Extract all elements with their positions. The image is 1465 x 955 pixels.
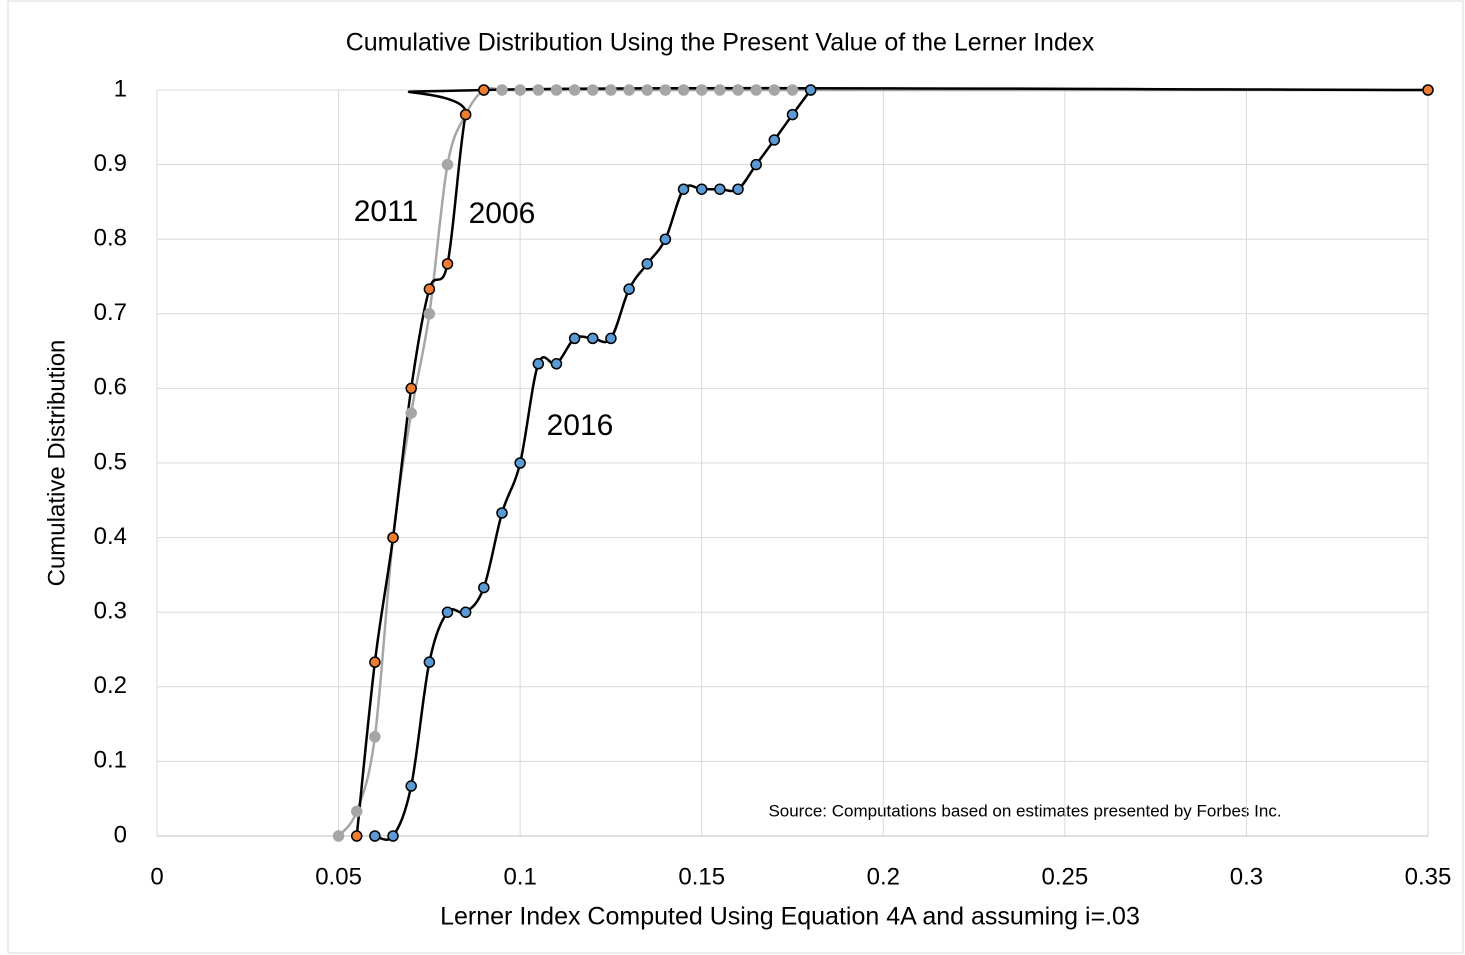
data-point — [714, 84, 726, 96]
data-point — [659, 233, 672, 245]
data-point — [568, 332, 581, 345]
data-point — [405, 407, 417, 419]
y-tick-label: 0.2 — [94, 672, 127, 699]
data-point — [369, 830, 381, 842]
data-point — [605, 332, 617, 345]
series-label: 2011 — [354, 195, 419, 228]
data-point — [550, 358, 563, 370]
data-point — [786, 108, 799, 121]
data-point — [732, 183, 744, 195]
x-tick-label: 0.05 — [315, 863, 362, 890]
series-label: 2006 — [469, 197, 536, 230]
data-point — [423, 308, 436, 320]
data-point — [423, 656, 436, 668]
y-tick-label: 0.5 — [94, 448, 127, 475]
data-point — [369, 731, 381, 743]
x-tick-label: 0.1 — [503, 863, 536, 890]
data-point — [405, 780, 417, 792]
data-point — [369, 656, 381, 668]
data-point — [768, 134, 781, 146]
data-point — [587, 332, 599, 345]
y-tick-label: 0 — [114, 821, 127, 848]
data-point — [441, 258, 454, 270]
data-point — [714, 183, 726, 195]
data-point — [568, 84, 581, 96]
y-tick-label: 0.9 — [94, 150, 127, 177]
data-point — [514, 457, 526, 469]
data-point — [695, 84, 708, 96]
data-point — [350, 805, 363, 818]
x-tick-label: 0.2 — [867, 863, 900, 890]
data-point — [459, 108, 472, 121]
x-tick-label: 0.15 — [678, 863, 725, 890]
data-point — [732, 84, 744, 96]
data-point — [750, 84, 762, 96]
data-point — [459, 606, 472, 618]
data-point — [587, 84, 599, 96]
data-point — [405, 382, 417, 395]
y-axis-label: Cumulative Distribution — [43, 340, 70, 587]
y-tick-label: 0.1 — [94, 747, 127, 774]
y-tick-label: 0.7 — [94, 299, 127, 326]
data-point — [532, 358, 545, 370]
data-point — [768, 84, 781, 96]
chart-title: Cumulative Distribution Using the Presen… — [346, 29, 1095, 57]
data-point — [750, 158, 762, 171]
data-point — [641, 84, 653, 96]
data-point — [478, 581, 490, 594]
x-tick-label: 0.35 — [1405, 863, 1452, 890]
data-point — [532, 84, 545, 96]
x-tick-label: 0.3 — [1230, 863, 1263, 890]
data-point — [350, 830, 363, 842]
chart-frame — [7, 0, 1464, 954]
x-axis-label: Lerner Index Computed Using Equation 4A … — [440, 903, 1140, 931]
data-point — [332, 830, 345, 842]
data-point — [496, 507, 508, 519]
data-point — [478, 84, 490, 96]
data-point — [623, 84, 635, 96]
data-point — [423, 283, 436, 295]
y-tick-label: 0.6 — [94, 374, 127, 401]
data-point — [550, 84, 563, 96]
data-point — [387, 531, 399, 544]
y-tick-label: 0.3 — [94, 598, 127, 625]
data-point — [496, 84, 508, 96]
data-point — [641, 258, 653, 270]
data-point — [786, 84, 799, 96]
y-tick-label: 0.4 — [94, 523, 127, 550]
data-point — [623, 283, 635, 295]
data-point — [387, 830, 399, 842]
data-point — [514, 84, 526, 96]
data-point — [804, 84, 817, 96]
data-point — [1422, 84, 1434, 96]
data-point — [605, 84, 617, 96]
data-point — [695, 183, 708, 195]
series-label: 2016 — [547, 409, 614, 442]
x-tick-label: 0.25 — [1041, 863, 1088, 890]
y-tick-label: 0.8 — [94, 225, 127, 252]
source-note: Source: Computations based on estimates … — [768, 801, 1281, 820]
y-tick-label: 1 — [114, 75, 127, 102]
data-point — [677, 183, 690, 195]
data-point — [677, 84, 690, 96]
x-tick-label: 0 — [150, 863, 163, 890]
data-point — [659, 84, 672, 96]
data-point — [441, 606, 454, 618]
data-point — [441, 158, 454, 171]
